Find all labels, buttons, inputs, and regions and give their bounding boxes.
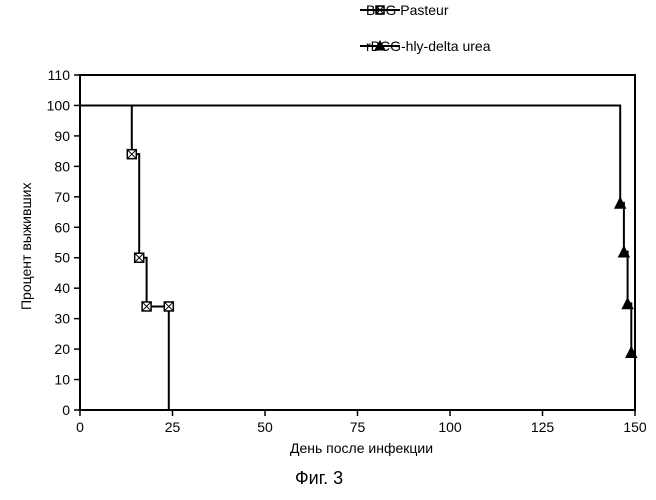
svg-text:40: 40 — [54, 280, 70, 296]
svg-text:0: 0 — [76, 419, 84, 435]
svg-text:0: 0 — [62, 402, 70, 418]
svg-text:150: 150 — [623, 419, 647, 435]
svg-text:20: 20 — [54, 341, 70, 357]
svg-text:80: 80 — [54, 158, 70, 174]
svg-text:30: 30 — [54, 311, 70, 327]
svg-text:75: 75 — [350, 419, 366, 435]
x-axis-label: День после инфекции — [290, 440, 433, 456]
svg-text:90: 90 — [54, 128, 70, 144]
svg-text:10: 10 — [54, 372, 70, 388]
svg-text:25: 25 — [165, 419, 181, 435]
figure-caption: Фиг. 3 — [295, 468, 343, 489]
y-axis-label: Процент выживших — [18, 183, 34, 311]
svg-text:60: 60 — [54, 219, 70, 235]
svg-text:110: 110 — [48, 67, 71, 83]
svg-text:100: 100 — [47, 97, 71, 113]
svg-text:125: 125 — [531, 419, 555, 435]
svg-text:70: 70 — [54, 189, 70, 205]
survival-chart: 0 10 20 30 40 50 60 70 80 90 100 110 0 25 50 75 100 125 15… — [0, 0, 656, 500]
svg-text:100: 100 — [438, 419, 462, 435]
svg-text:50: 50 — [54, 250, 70, 266]
svg-text:50: 50 — [257, 419, 273, 435]
